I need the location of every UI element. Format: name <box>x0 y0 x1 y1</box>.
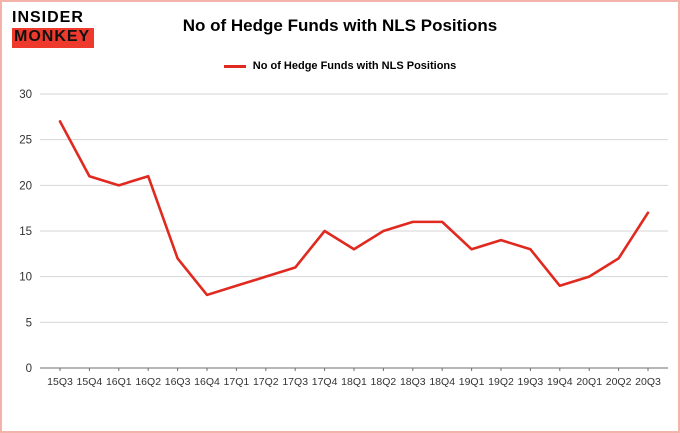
svg-text:30: 30 <box>19 89 32 101</box>
svg-text:17Q2: 17Q2 <box>253 376 279 388</box>
svg-text:10: 10 <box>19 272 32 284</box>
svg-text:18Q3: 18Q3 <box>400 376 426 388</box>
chart-title: No of Hedge Funds with NLS Positions <box>182 16 498 35</box>
svg-text:16Q2: 16Q2 <box>135 376 161 388</box>
y-axis-labels: 0 5 10 15 20 25 30 <box>19 89 32 375</box>
svg-text:15Q3: 15Q3 <box>47 376 73 388</box>
svg-text:19Q1: 19Q1 <box>459 376 485 388</box>
svg-text:19Q3: 19Q3 <box>518 376 544 388</box>
logo-text-monkey: MONKEY <box>12 27 95 48</box>
svg-text:25: 25 <box>19 135 32 147</box>
logo-text-insider: INSIDER <box>12 9 84 26</box>
legend-line-swatch <box>223 64 246 68</box>
svg-text:19Q2: 19Q2 <box>488 376 514 388</box>
svg-text:20: 20 <box>19 180 32 192</box>
svg-text:0: 0 <box>26 363 32 375</box>
svg-text:18Q2: 18Q2 <box>371 376 397 388</box>
insider-monkey-logo: INSIDER MONKEY <box>12 9 95 48</box>
svg-text:18Q1: 18Q1 <box>341 376 367 388</box>
svg-text:15: 15 <box>19 226 32 238</box>
svg-text:19Q4: 19Q4 <box>547 376 573 388</box>
x-axis <box>40 367 668 371</box>
svg-text:17Q1: 17Q1 <box>224 376 250 388</box>
svg-text:16Q3: 16Q3 <box>165 376 191 388</box>
legend-label: No of Hedge Funds with NLS Positions <box>252 60 457 72</box>
gridlines <box>40 93 668 323</box>
series-line <box>58 120 650 297</box>
svg-text:18Q4: 18Q4 <box>429 376 455 388</box>
svg-text:17Q4: 17Q4 <box>312 376 338 388</box>
x-axis-labels: 15Q3 15Q4 16Q1 16Q2 16Q3 16Q4 17Q1 17Q2 17Q3 17Q4… <box>47 376 661 388</box>
svg-text:16Q4: 16Q4 <box>194 376 220 388</box>
legend: No of Hedge Funds with NLS Positions <box>2 60 678 72</box>
svg-text:17Q3: 17Q3 <box>282 376 308 388</box>
svg-text:20Q1: 20Q1 <box>576 376 602 388</box>
svg-text:15Q4: 15Q4 <box>77 376 103 388</box>
svg-text:20Q3: 20Q3 <box>635 376 661 388</box>
svg-text:5: 5 <box>26 317 32 329</box>
svg-text:20Q2: 20Q2 <box>606 376 632 388</box>
svg-text:16Q1: 16Q1 <box>106 376 132 388</box>
